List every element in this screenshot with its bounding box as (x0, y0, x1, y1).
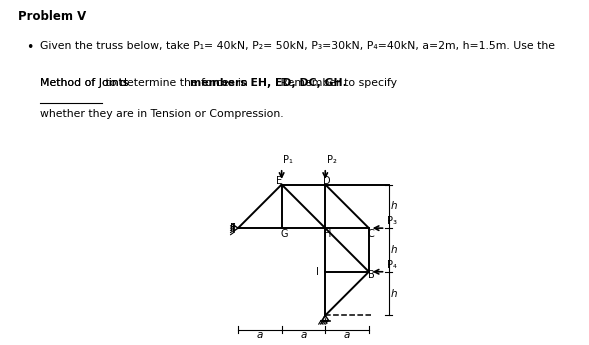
Text: C: C (368, 229, 375, 239)
Text: E: E (276, 176, 282, 186)
Text: P₁: P₁ (283, 155, 293, 165)
Text: to determine the forces in: to determine the forces in (102, 78, 252, 88)
Text: Problem V: Problem V (18, 10, 86, 23)
Text: P₂: P₂ (327, 155, 337, 165)
Text: •: • (27, 41, 34, 55)
Text: D: D (323, 176, 331, 186)
Text: Remember to specify: Remember to specify (277, 78, 397, 88)
Text: a: a (257, 329, 263, 339)
Text: h: h (391, 201, 398, 211)
Text: F: F (230, 223, 235, 233)
Text: h: h (391, 288, 398, 298)
Text: G: G (280, 229, 288, 239)
Text: Given the truss below, take P₁= 40kN, P₂= 50kN, P₃=30kN, P₄=40kN, a=2m, h=1.5m. : Given the truss below, take P₁= 40kN, P₂… (40, 41, 555, 51)
Text: H: H (324, 229, 332, 239)
Text: P₃: P₃ (387, 216, 397, 226)
Text: a: a (344, 329, 350, 339)
Text: A: A (320, 316, 327, 326)
Text: members EH, ED, DC, GH.: members EH, ED, DC, GH. (190, 78, 346, 88)
Text: h: h (391, 245, 398, 255)
Text: P₄: P₄ (387, 259, 397, 269)
Text: I: I (316, 267, 319, 277)
Text: Method of Joints: Method of Joints (40, 78, 128, 88)
Text: a: a (300, 329, 307, 339)
Text: B: B (368, 270, 375, 280)
Text: whether they are in Tension or Compression.: whether they are in Tension or Compressi… (40, 109, 284, 119)
Text: Method of Joints: Method of Joints (40, 78, 128, 88)
